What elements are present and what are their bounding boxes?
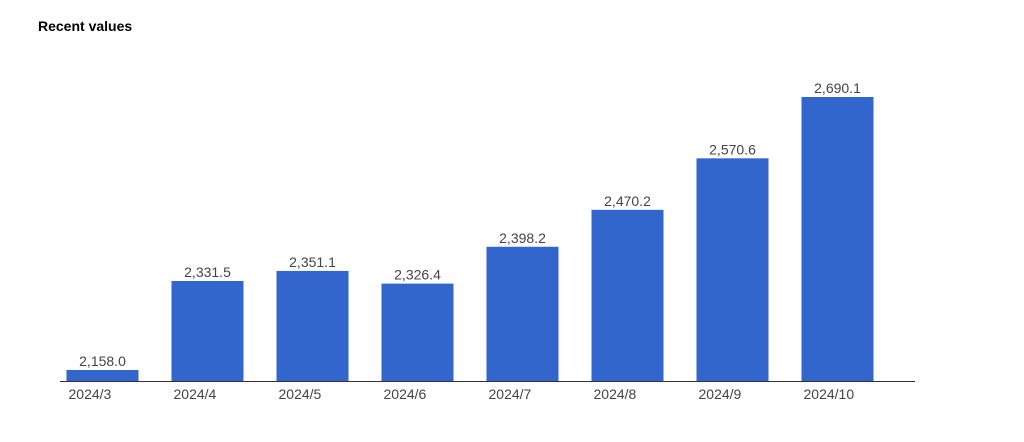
bar	[276, 270, 349, 381]
x-tick-label: 2024/3	[69, 386, 112, 402]
value-label: 2,570.6	[709, 141, 756, 157]
value-label: 2,158.0	[79, 353, 126, 369]
bar	[486, 246, 559, 381]
bar	[381, 283, 454, 381]
value-label: 2,398.2	[499, 230, 546, 246]
x-tick-label: 2024/8	[594, 386, 637, 402]
value-label: 2,351.1	[289, 254, 336, 270]
bar	[696, 158, 769, 381]
x-tick-label: 2024/4	[174, 386, 217, 402]
x-tick-label: 2024/6	[384, 386, 427, 402]
value-label: 2,331.5	[184, 264, 231, 280]
value-label: 2,690.1	[814, 80, 861, 96]
bar	[66, 370, 139, 381]
bar	[591, 209, 664, 381]
bar	[801, 97, 874, 381]
x-tick-label: 2024/5	[279, 386, 322, 402]
bar	[171, 280, 244, 381]
value-label: 2,470.2	[604, 193, 651, 209]
x-tick-label: 2024/7	[489, 386, 532, 402]
value-label: 2,326.4	[394, 267, 441, 283]
x-tick-label: 2024/10	[804, 386, 855, 402]
chart-title: Recent values	[38, 18, 132, 34]
x-tick-label: 2024/9	[699, 386, 742, 402]
